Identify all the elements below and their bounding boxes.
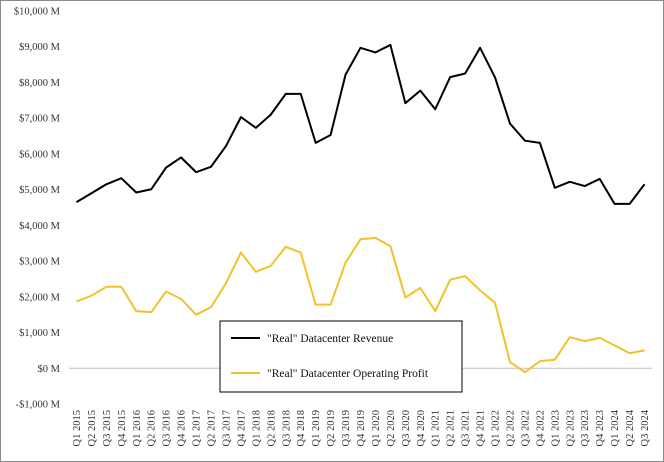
- y-tick-label: $7,000 M: [19, 114, 61, 125]
- y-tick-label: $3,000 M: [19, 257, 61, 268]
- x-tick-label: Q2 2022: [505, 410, 516, 446]
- x-tick-label: Q2 2020: [386, 410, 397, 446]
- x-tick-label: Q4 2019: [356, 410, 367, 446]
- x-tick-label: Q4 2022: [535, 410, 546, 446]
- x-tick-label: Q2 2024: [625, 409, 636, 446]
- x-tick-label: Q4 2016: [177, 410, 188, 446]
- x-tick-label: Q1 2023: [550, 410, 561, 446]
- y-tick-label: $0 M: [38, 364, 61, 375]
- x-axis-labels: Q1 2015 Q2 2015 Q3 2015 Q4 2015 Q1 2016 Q2 20…: [72, 409, 651, 446]
- x-tick-label: Q2 2021: [446, 410, 457, 446]
- y-tick-label: $5,000 M: [19, 185, 61, 196]
- x-tick-label: Q1 2017: [192, 410, 203, 446]
- y-tick-label: $1,000 M: [19, 328, 61, 339]
- x-tick-label: Q3 2018: [281, 410, 292, 446]
- legend-label-revenue: "Real" Datacenter Revenue: [267, 333, 393, 345]
- x-tick-label: Q2 2023: [565, 410, 576, 446]
- x-tick-label: Q3 2019: [341, 410, 352, 446]
- legend-label-operating-profit: "Real" Datacenter Operating Profit: [267, 368, 429, 380]
- x-tick-label: Q1 2018: [251, 410, 262, 446]
- x-tick-label: Q2 2017: [207, 410, 218, 446]
- y-tick-label: $6,000 M: [19, 149, 61, 160]
- x-tick-label: Q3 2022: [520, 410, 531, 446]
- series-layer: [75, 43, 646, 374]
- y-tick-label: $2,000 M: [19, 292, 61, 303]
- y-axis-labels: -$1,000 M $0 M $1,000 M $2,000 M $3,000 M $4,…: [14, 7, 61, 411]
- x-tick-label: Q4 2018: [296, 410, 307, 446]
- x-tick-label: Q4 2015: [117, 410, 128, 446]
- y-tick-label: $10,000 M: [14, 7, 61, 18]
- y-tick-label: -$1,000 M: [16, 400, 61, 411]
- x-tick-label: Q2 2016: [147, 410, 158, 446]
- x-tick-label: Q1 2024: [610, 409, 621, 446]
- y-tick-label: $8,000 M: [19, 78, 61, 89]
- x-tick-label: Q3 2023: [580, 410, 591, 446]
- x-tick-label: Q2 2018: [266, 410, 277, 446]
- legend: "Real" Datacenter Revenue "Real" Datacen…: [219, 320, 463, 393]
- x-tick-label: Q2 2015: [87, 410, 98, 446]
- x-tick-label: Q3 2015: [102, 410, 113, 446]
- x-tick-label: Q1 2020: [371, 410, 382, 446]
- x-tick-label: Q1 2021: [431, 410, 442, 446]
- x-tick-label: Q3 2024: [640, 409, 651, 446]
- series-line-operating-profit: [76, 236, 645, 374]
- x-tick-label: Q1 2016: [132, 410, 143, 446]
- x-tick-label: Q2 2019: [326, 410, 337, 446]
- x-tick-label: Q1 2015: [72, 410, 83, 446]
- x-tick-label: Q4 2021: [476, 410, 487, 446]
- x-tick-label: Q3 2016: [162, 410, 173, 446]
- x-tick-label: Q3 2020: [401, 410, 412, 446]
- x-tick-label: Q1 2019: [311, 410, 322, 446]
- x-tick-label: Q4 2017: [236, 410, 247, 446]
- x-tick-label: Q4 2020: [416, 410, 427, 446]
- y-tick-label: $4,000 M: [19, 221, 61, 232]
- x-tick-label: Q1 2022: [491, 410, 502, 446]
- legend-box: [219, 320, 463, 393]
- x-tick-label: Q3 2017: [221, 410, 232, 446]
- x-tick-label: Q3 2021: [461, 410, 472, 446]
- series-line-revenue: [75, 43, 646, 205]
- y-tick-label: $9,000 M: [19, 42, 61, 53]
- x-tick-label: Q4 2023: [595, 410, 606, 446]
